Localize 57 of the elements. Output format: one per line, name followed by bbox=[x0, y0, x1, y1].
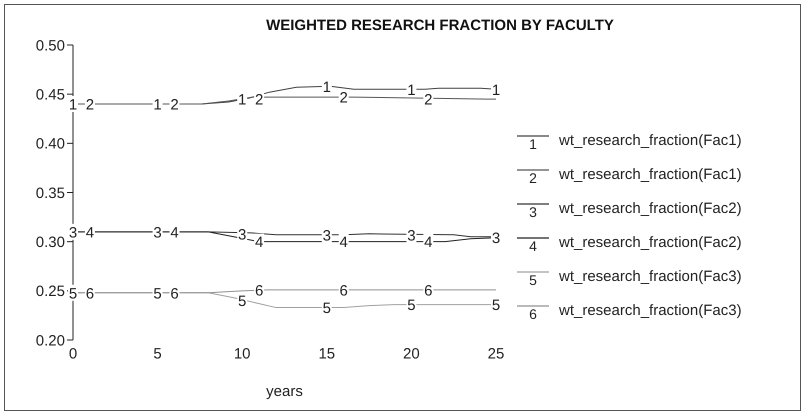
text: 3 bbox=[529, 204, 537, 220]
x-tick-label: 25 bbox=[488, 346, 504, 363]
legend-label: wt_research_fraction(Fac3) bbox=[559, 302, 742, 318]
annotation: 6 bbox=[340, 282, 348, 300]
text: 1 bbox=[529, 136, 537, 152]
text: 4 bbox=[529, 238, 537, 254]
chart-title: WEIGHTED RESEARCH FRACTION BY FACULTY bbox=[265, 17, 615, 34]
annotation: 1 bbox=[492, 82, 500, 99]
annotation: 1 bbox=[322, 78, 331, 96]
x-tick-label: 0 bbox=[68, 346, 78, 363]
annotation: 5 bbox=[322, 300, 331, 318]
annotation: 6 bbox=[86, 285, 94, 302]
x-tick-label: 20 bbox=[403, 346, 420, 363]
annotation: 4 bbox=[340, 234, 348, 252]
y-tick-label: 0.45 bbox=[36, 86, 65, 104]
text: 5 bbox=[529, 272, 537, 288]
annotation: 6 bbox=[254, 282, 264, 300]
annotation: 3 bbox=[492, 230, 500, 248]
annotation: 2 bbox=[170, 96, 179, 114]
x-tick-label: 10 bbox=[234, 346, 251, 363]
y-tick-label: 0.25 bbox=[36, 283, 65, 300]
annotation: 3 bbox=[238, 226, 246, 244]
annotation: 3 bbox=[153, 224, 162, 242]
legend-label: wt_research_fraction(Fac2) bbox=[559, 200, 742, 216]
x-tick-label: 5 bbox=[153, 346, 162, 363]
y-tick-label: 0.50 bbox=[36, 37, 65, 54]
annotation: 6 bbox=[170, 285, 179, 302]
y-tick-label: 0.20 bbox=[36, 332, 65, 350]
annotation: 1 bbox=[68, 96, 78, 114]
annotation: 1 bbox=[407, 82, 416, 99]
x-axis-title: years bbox=[266, 383, 303, 400]
legend-label: wt_research_fraction(Fac1) bbox=[559, 166, 742, 182]
annotation: 5 bbox=[238, 293, 246, 310]
annotation: 2 bbox=[424, 92, 432, 109]
annotation: 2 bbox=[254, 92, 264, 109]
annotation: 5 bbox=[153, 285, 162, 302]
annotation: 1 bbox=[238, 92, 246, 109]
annotation: 1 bbox=[153, 96, 162, 114]
y-tick-label: 0.40 bbox=[36, 136, 65, 153]
y-tick-label: 0.30 bbox=[36, 234, 65, 251]
annotation: 3 bbox=[407, 227, 416, 244]
legend-label: wt_research_fraction(Fac1) bbox=[559, 132, 742, 148]
annotation: 2 bbox=[340, 90, 348, 107]
annotation: 5 bbox=[407, 297, 416, 314]
y-tick-label: 0.35 bbox=[36, 184, 65, 202]
annotation: 6 bbox=[424, 282, 432, 300]
annotation: 4 bbox=[86, 224, 94, 242]
text: 2 bbox=[529, 170, 537, 186]
legend-label: wt_research_fraction(Fac2) bbox=[559, 234, 742, 250]
annotation: 2 bbox=[86, 96, 94, 114]
legend-label: wt_research_fraction(Fac3) bbox=[559, 268, 742, 284]
text: 6 bbox=[529, 306, 537, 322]
annotation: 3 bbox=[322, 227, 331, 244]
annotation: 4 bbox=[170, 224, 179, 242]
annotation: 4 bbox=[424, 234, 432, 252]
annotation: 5 bbox=[492, 297, 500, 314]
x-tick-label: 15 bbox=[318, 346, 336, 363]
